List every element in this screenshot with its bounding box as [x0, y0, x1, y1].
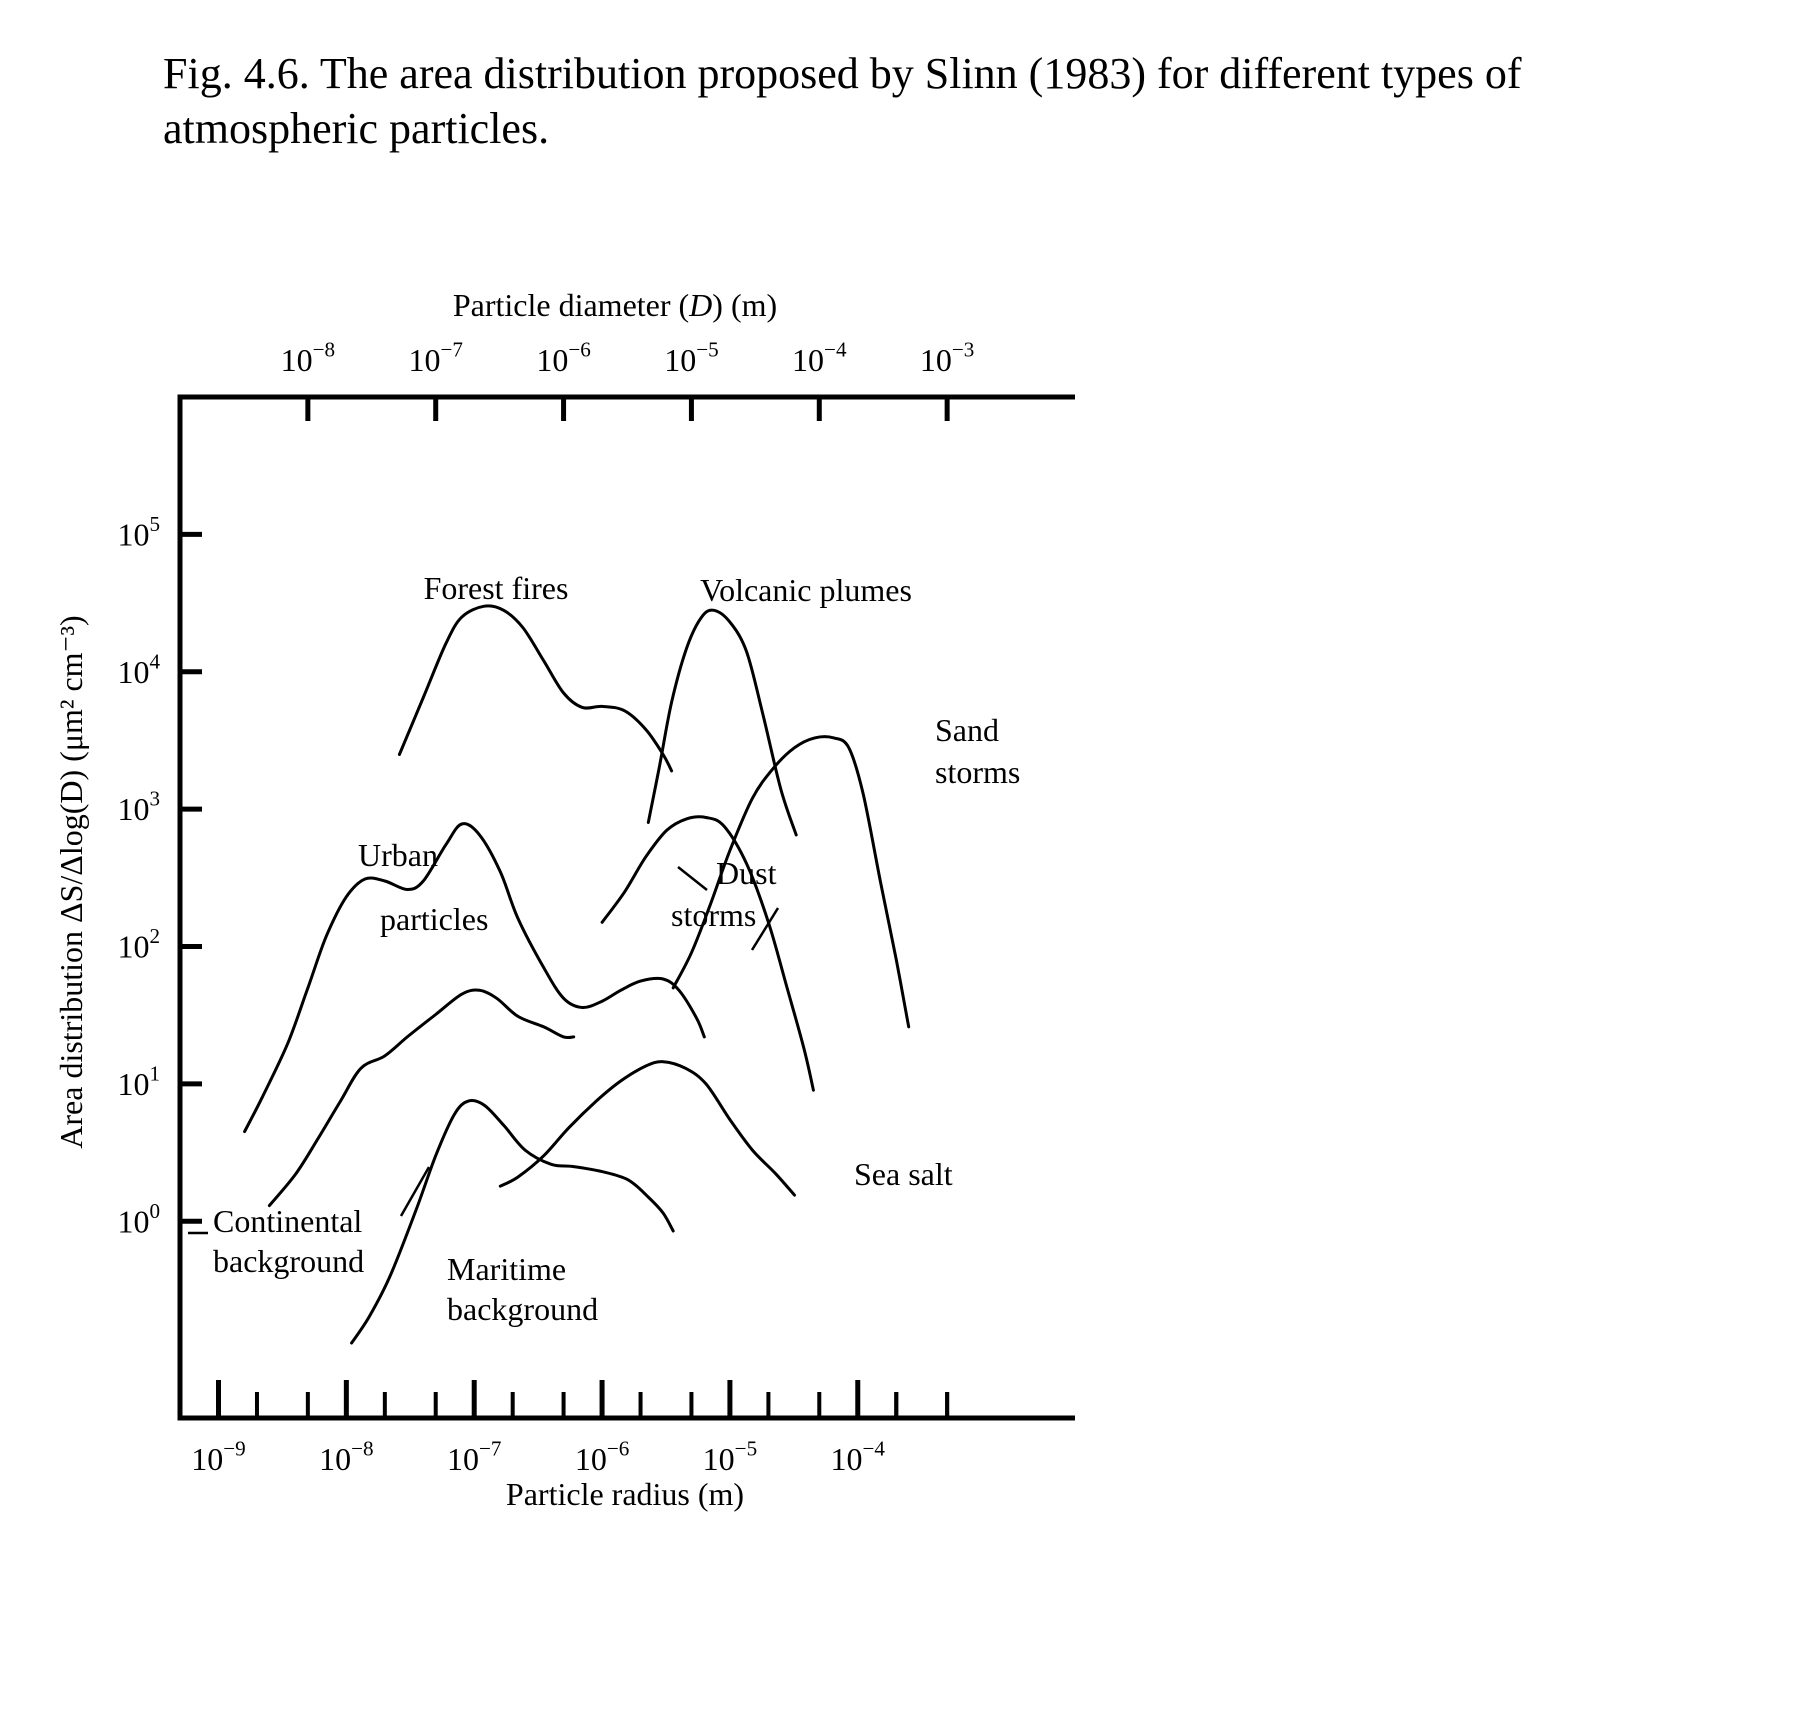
x-top-tick-label: 10−7: [408, 338, 462, 378]
urban-particles-label: particles: [380, 901, 488, 937]
sand-storms-curve: [671, 735, 911, 1029]
x-bottom-tick-label: 10−6: [575, 1437, 629, 1477]
figure-caption: Fig. 4.6. The area distribution proposed…: [163, 49, 1522, 153]
axis-ticks: [180, 397, 950, 1418]
x-top-tick-label: 10−5: [664, 338, 718, 378]
y-tick-label: 104: [117, 649, 160, 689]
x-bottom-tick-label: 10−8: [319, 1437, 373, 1477]
continental-background-label: background: [213, 1243, 364, 1279]
volcanic-plumes-curve: [646, 608, 798, 837]
x-top-axis-title: Particle diameter (D) (m): [453, 287, 777, 323]
y-tick-label: 103: [117, 787, 160, 827]
y-tick-label: 100: [117, 1199, 160, 1239]
forest-fires-curve: [397, 604, 674, 773]
y-tick-label: 101: [117, 1062, 160, 1102]
label-leader-lines: [188, 866, 780, 1235]
sea-salt-label: Sea salt: [854, 1156, 953, 1192]
volcanic-plumes-label: Volcanic plumes: [700, 572, 912, 608]
tick-labels: 10−9 10−8 10−7 10−6 10−5 10−4 10−8 10−7 10−6 10−5…: [117, 338, 974, 1477]
x-bottom-tick-label: 10−4: [831, 1437, 886, 1477]
maritime-background-label: Maritime: [447, 1251, 566, 1287]
continental-background-curve: [267, 988, 576, 1208]
series-labels: Forest fires Volcanic plumes Sand storms Dus…: [213, 570, 1020, 1327]
sand-storms-label: Sand: [935, 712, 999, 748]
maritime-background-label: background: [447, 1291, 598, 1327]
y-tick-label: 105: [117, 512, 160, 552]
axes-frame: [177, 394, 1075, 1421]
x-bottom-axis-title: Particle radius (m): [506, 1476, 744, 1512]
x-bottom-tick-label: 10−5: [703, 1437, 757, 1477]
y-axis-title: Area distribution ΔS/Δlog(D) (μm² cm⁻³): [53, 615, 89, 1148]
plot-frame: [177, 394, 1075, 1421]
x-top-tick-label: 10−6: [536, 338, 590, 378]
urban-particles-curve: [243, 822, 706, 1134]
x-bottom-tick-label: 10−9: [191, 1437, 245, 1477]
dust-storms-leader: [750, 907, 780, 951]
y-tick-label: 102: [117, 924, 160, 964]
maritime-leader: [399, 1166, 431, 1217]
maritime-background-curve: [350, 1099, 675, 1345]
x-bottom-tick-label: 10−7: [447, 1437, 501, 1477]
x-top-tick-label: 10−3: [920, 338, 974, 378]
sea-salt-curve: [498, 1060, 796, 1197]
dust-storms-label: Dust: [716, 855, 777, 891]
continental-background-label: Continental: [213, 1203, 362, 1239]
distribution-curves: [243, 604, 911, 1345]
dust-storms-label: storms: [671, 897, 756, 933]
forest-fires-label: Forest fires: [424, 570, 569, 606]
sand-storms-label: storms: [935, 754, 1020, 790]
x-top-tick-label: 10−8: [281, 338, 335, 378]
x-top-tick-label: 10−4: [792, 338, 847, 378]
dust-storms-curve: [600, 815, 815, 1092]
urban-particles-label: Urban: [358, 837, 438, 873]
dust-storms-leader: [677, 866, 708, 891]
